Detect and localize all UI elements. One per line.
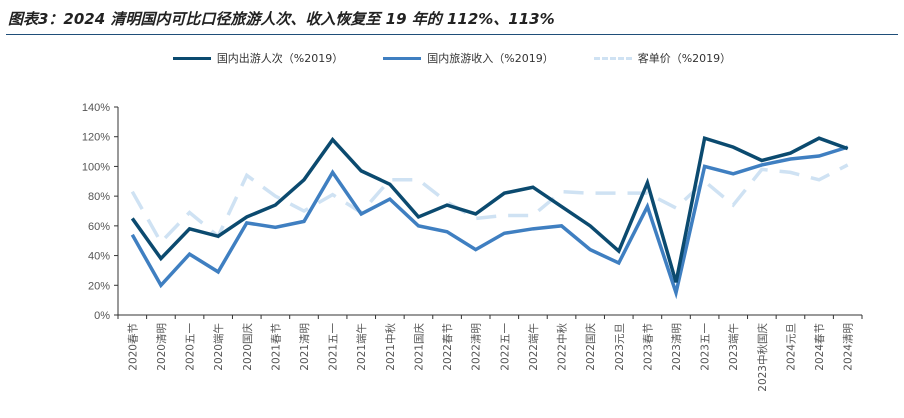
y-tick-label: 60% [88,221,110,233]
x-tick-label: 2021国庆 [412,323,425,371]
legend-item: 国内旅游收入（%2019） [383,50,554,66]
y-tick-label: 100% [82,161,110,173]
legend-item: 国内出游人次（%2019） [172,50,344,66]
series-line [130,163,849,246]
legend-swatch [172,56,211,60]
title-divider [6,34,898,35]
x-tick-label: 2024元旦 [785,323,797,371]
x-tick-label: 2021清明 [298,323,311,371]
x-tick-label: 2021端午 [355,323,368,371]
legend-label: 国内出游人次（%2019） [216,52,344,65]
legend-swatch [383,56,422,60]
x-tick-label: 2020清明 [155,323,168,371]
legend-label: 客单价（%2019） [637,52,732,65]
legend-swatch [593,56,632,60]
y-tick-label: 40% [88,251,110,263]
chart-title: 图表3：2024 清明国内可比口径旅游人次、收入恢复至 19 年的 112%、1… [8,10,555,28]
x-tick-label: 2024春节 [814,323,826,371]
series-line [130,135,849,283]
x-tick-label: 2020端午 [212,323,225,371]
x-tick-label: 2022春节 [442,323,454,371]
legend-label: 国内旅游收入（%2019） [427,52,554,65]
x-tick-label: 2023端午 [727,323,740,371]
series-line [130,145,849,300]
x-tick-label: 2022端午 [527,323,540,371]
x-tick-label: 2020春节 [127,323,139,371]
x-tick-label: 2023五一 [700,323,712,371]
x-tick-label: 2023中秋国庆 [756,323,769,392]
y-tick-label: 140% [82,102,110,114]
y-tick-label: 20% [88,280,110,292]
y-tick-label: 120% [82,132,110,144]
x-tick-label: 2022中秋 [556,323,569,371]
x-tick-label: 2021五一 [328,323,340,371]
y-tick-label: 0% [94,310,110,322]
legend-item: 客单价（%2019） [593,50,732,66]
x-tick-label: 2023春节 [642,323,654,371]
x-tick-label: 2021中秋 [384,323,397,371]
x-tick-label: 2022五一 [499,323,511,371]
x-tick-label: 2023元旦 [614,323,626,371]
legend: 国内出游人次（%2019） 国内旅游收入（%2019） 客单价（%2019） [0,50,904,66]
x-tick-label: 2020国庆 [241,323,254,371]
x-tick-label: 2023清明 [670,323,683,371]
x-tick-label: 2022清明 [470,323,483,371]
x-tick-label: 2021春节 [270,323,282,371]
x-tick-label: 2024清明 [842,323,855,371]
x-tick-label: 2020五一 [185,323,197,371]
x-tick-label: 2022国庆 [584,323,597,371]
y-tick-label: 80% [88,191,110,203]
